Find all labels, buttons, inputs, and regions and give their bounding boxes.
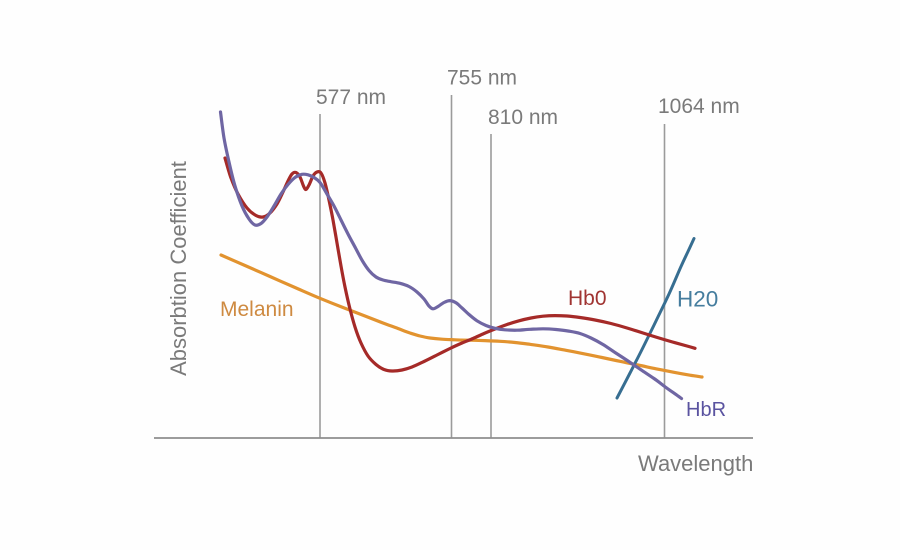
svg-text:H20: H20 <box>677 287 718 312</box>
svg-text:Melanin: Melanin <box>220 298 294 321</box>
svg-text:755 nm: 755 nm <box>447 67 517 90</box>
svg-text:Absorbtion Coefficient: Absorbtion Coefficient <box>166 161 191 376</box>
svg-text:HbR: HbR <box>686 399 726 421</box>
svg-text:Hb0: Hb0 <box>568 287 607 310</box>
svg-text:Wavelength: Wavelength <box>638 451 753 476</box>
svg-text:1064 nm: 1064 nm <box>658 95 740 118</box>
svg-text:810 nm: 810 nm <box>488 106 558 129</box>
svg-text:577 nm: 577 nm <box>316 86 386 109</box>
